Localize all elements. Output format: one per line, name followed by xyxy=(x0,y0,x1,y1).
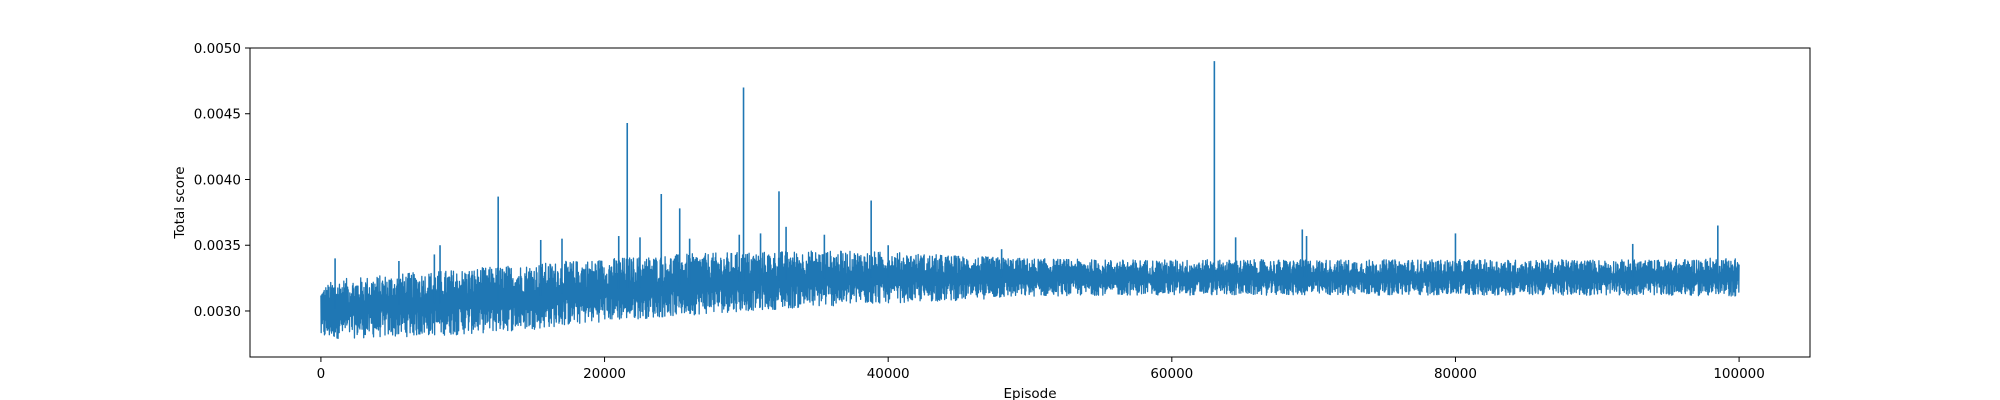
plot-frame xyxy=(249,47,1811,358)
y-tick-label: 0.0035 xyxy=(194,238,241,254)
x-tick-label: 80000 xyxy=(1434,366,1477,382)
plot-area xyxy=(320,61,1740,340)
y-tick-label: 0.0030 xyxy=(194,304,241,320)
series-line xyxy=(320,250,1740,340)
y-tick-label: 0.0045 xyxy=(194,107,241,123)
x-axis: 0 20000 40000 60000 80000 100000 xyxy=(317,357,1765,382)
y-tick-label: 0.0040 xyxy=(194,172,241,188)
x-tick-label: 20000 xyxy=(583,366,626,382)
x-axis-label: Episode xyxy=(1003,386,1056,400)
x-tick-label: 100000 xyxy=(1713,366,1765,382)
y-tick-label: 0.0050 xyxy=(194,41,241,57)
x-tick-label: 60000 xyxy=(1150,366,1193,382)
y-axis-label: Total score xyxy=(172,166,188,239)
x-tick-label: 40000 xyxy=(867,366,910,382)
y-axis: 0.0030 0.0035 0.0040 0.0045 0.0050 xyxy=(194,41,250,320)
x-tick-label: 0 xyxy=(317,366,326,382)
